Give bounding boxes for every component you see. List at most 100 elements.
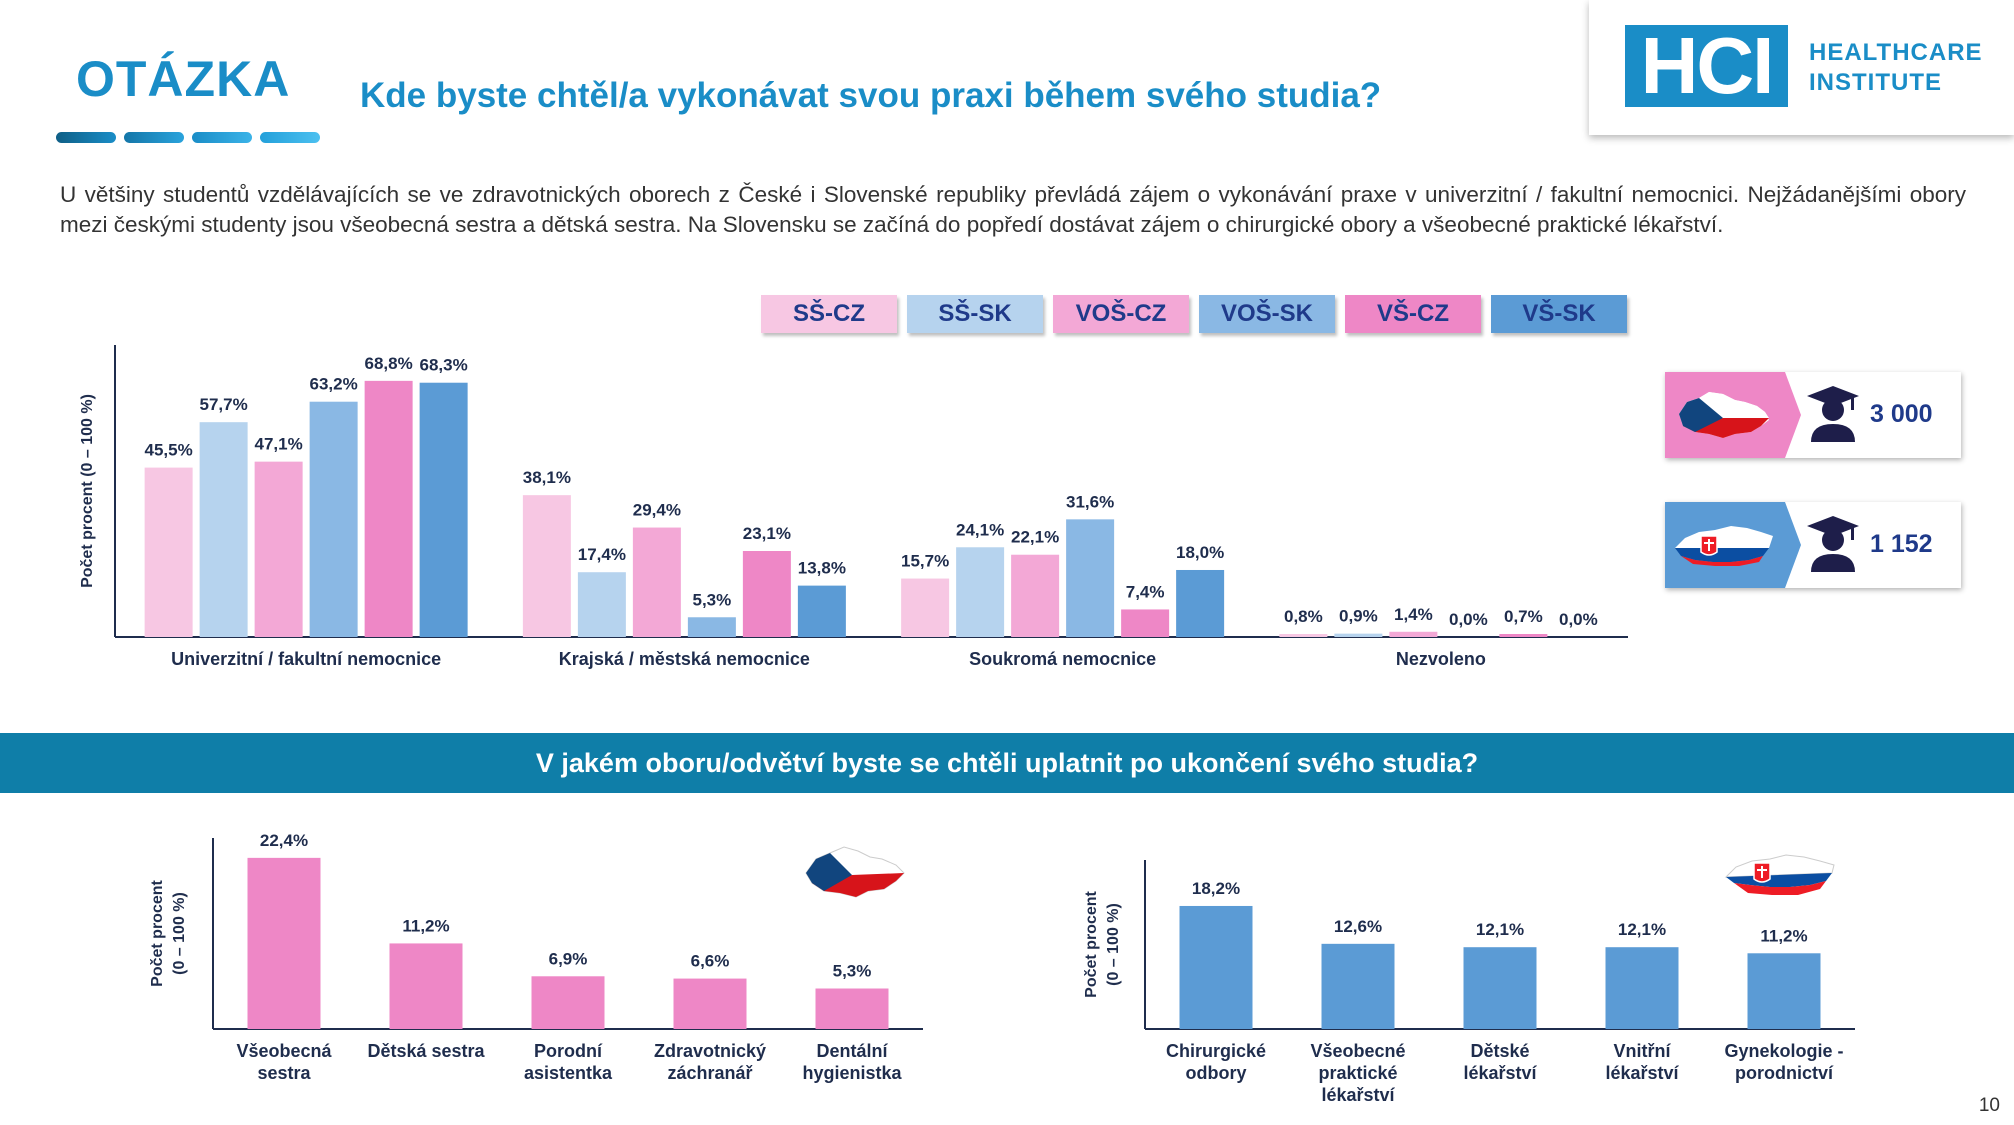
chart1-bar xyxy=(309,401,358,637)
chart3-data-label: 12,1% xyxy=(1476,920,1524,939)
chart1-data-label: 68,3% xyxy=(420,356,468,375)
chart1-data-label: 22,1% xyxy=(1011,528,1059,547)
chart3-bar xyxy=(1747,953,1821,1029)
chart3-category-label: Dětské lékařství xyxy=(1463,1041,1537,1083)
chart2-data-label: 5,3% xyxy=(833,962,872,981)
chart1-data-label: 45,5% xyxy=(145,441,193,460)
chart1-data-label: 13,8% xyxy=(798,559,846,578)
chart3-bar xyxy=(1463,947,1537,1029)
chart1-data-label: 0,9% xyxy=(1339,607,1378,626)
chart1-data-label: 38,1% xyxy=(523,468,571,487)
arrow-icon xyxy=(1785,372,1801,458)
chart2-y-axis-title: Počet procent (0 – 100 %) xyxy=(149,879,188,986)
chart1-bar xyxy=(1334,633,1383,637)
chart1-bar xyxy=(742,550,791,637)
chart1-y-axis-title: Počet procent (0 – 100 %) xyxy=(79,394,96,588)
slovak-map-icon xyxy=(1665,502,1785,588)
page-number: 10 xyxy=(1978,1095,2000,1116)
chart1-bar xyxy=(254,461,303,637)
chart2-data-label: 22,4% xyxy=(260,831,308,850)
chart1-bar xyxy=(419,382,468,637)
chart3-bar xyxy=(1321,943,1395,1029)
legend-item-5: VŠ-SK xyxy=(1491,295,1627,333)
chart1-bar xyxy=(364,380,413,637)
chart1-bar xyxy=(632,527,681,637)
legend-item-2: VOŠ-CZ xyxy=(1053,295,1189,333)
graduate-icon xyxy=(1805,514,1861,574)
chart1-data-label: 7,4% xyxy=(1126,582,1165,601)
chart1-data-label: 63,2% xyxy=(310,375,358,394)
section2-title: V jakém oboru/odvětví byste se chtěli up… xyxy=(0,733,2014,793)
chart1-bar xyxy=(144,467,193,637)
logo-line-2: INSTITUTE xyxy=(1809,69,1942,96)
chart2-category-label: Všeobecná sestra xyxy=(236,1041,332,1083)
chart1-bar xyxy=(956,547,1005,637)
chart3-data-label: 11,2% xyxy=(1760,926,1807,945)
chart1-bar xyxy=(199,422,248,637)
graduate-icon xyxy=(1805,384,1861,444)
chart2-data-label: 6,6% xyxy=(691,952,730,971)
chart1-data-label: 5,3% xyxy=(693,590,732,609)
chart1-bar xyxy=(1389,631,1438,637)
chart1-bar xyxy=(577,572,626,637)
section-label-underline xyxy=(56,132,320,143)
legend-item-0: SŠ-CZ xyxy=(761,295,897,333)
chart1-bar xyxy=(522,495,571,637)
chart3-bar xyxy=(1179,905,1253,1029)
respondents-cz: 3 000 xyxy=(1665,372,1961,458)
chart1-category-label: Nezvoleno xyxy=(1396,649,1486,669)
logo-mark: HCI xyxy=(1625,25,1788,107)
chart3-category-label: Všeobecné praktické lékařství xyxy=(1310,1041,1405,1105)
czech-map-icon xyxy=(800,843,910,907)
chart1-bar xyxy=(1011,554,1060,637)
slovak-map-icon xyxy=(1722,847,1838,903)
section-label: OTÁZKA xyxy=(76,51,291,107)
chart3-bar xyxy=(1605,947,1679,1029)
chart1-data-label: 24,1% xyxy=(956,520,1004,539)
chart1-bar xyxy=(1499,634,1548,637)
legend-item-4: VŠ-CZ xyxy=(1345,295,1481,333)
chart1-bar xyxy=(1279,634,1328,637)
chart1-bar xyxy=(1066,519,1115,637)
chart1-data-label: 1,4% xyxy=(1394,605,1433,624)
chart1-bar xyxy=(687,617,736,637)
czech-map-icon xyxy=(1665,372,1785,458)
chart1-data-label: 31,6% xyxy=(1066,492,1114,511)
chart3-y-axis-title: Počet procent (0 – 100 %) xyxy=(1083,890,1122,997)
chart2-bar xyxy=(815,988,889,1029)
respondents-sk-value: 1 152 xyxy=(1870,530,1933,558)
chart2-category-label: Dentální hygienistka xyxy=(802,1041,902,1083)
chart2-bar xyxy=(673,978,747,1029)
chart1-data-label: 68,8% xyxy=(365,354,413,373)
chart3-data-label: 18,2% xyxy=(1192,879,1240,898)
chart2-bar xyxy=(389,943,463,1029)
arrow-icon xyxy=(1785,502,1801,588)
legend-item-3: VOŠ-SK xyxy=(1199,295,1335,333)
chart1-data-label: 0,8% xyxy=(1284,607,1323,626)
chart1-data-label: 47,1% xyxy=(255,435,303,454)
chart1-data-label: 29,4% xyxy=(633,501,681,520)
chart3-data-label: 12,6% xyxy=(1334,917,1382,936)
chart2-bar xyxy=(531,976,605,1029)
chart2-data-label: 11,2% xyxy=(402,916,449,935)
question-title: Kde byste chtěl/a vykonávat svou praxi b… xyxy=(360,76,1382,115)
chart3-category-label: Gynekologie -porodnictví xyxy=(1724,1041,1843,1083)
respondents-sk: 1 152 xyxy=(1665,502,1961,588)
chart-legend: SŠ-CZ SŠ-SK VOŠ-CZ VOŠ-SK VŠ-CZ VŠ-SK xyxy=(761,295,1627,333)
chart1-category-label: Univerzitní / fakultní nemocnice xyxy=(171,649,441,669)
chart1-bar xyxy=(1176,569,1225,637)
chart1-data-label: 57,7% xyxy=(200,395,248,414)
chart1-data-label: 0,7% xyxy=(1504,607,1543,626)
chart3-data-label: 12,1% xyxy=(1618,920,1666,939)
chart1-category-label: Krajská / městská nemocnice xyxy=(559,649,810,669)
chart2-category-label: Zdravotnický záchranář xyxy=(654,1041,766,1083)
chart1-data-label: 17,4% xyxy=(578,545,626,564)
chart1-bar xyxy=(797,585,846,637)
chart2-category-label: Porodní asistentka xyxy=(524,1041,613,1083)
chart1-data-label: 18,0% xyxy=(1176,543,1224,562)
chart2-category-label: Dětská sestra xyxy=(367,1041,485,1061)
chart2-data-label: 6,9% xyxy=(549,949,588,968)
logo: HCI HEALTHCARE INSTITUTE xyxy=(1589,0,2014,135)
legend-item-1: SŠ-SK xyxy=(907,295,1043,333)
